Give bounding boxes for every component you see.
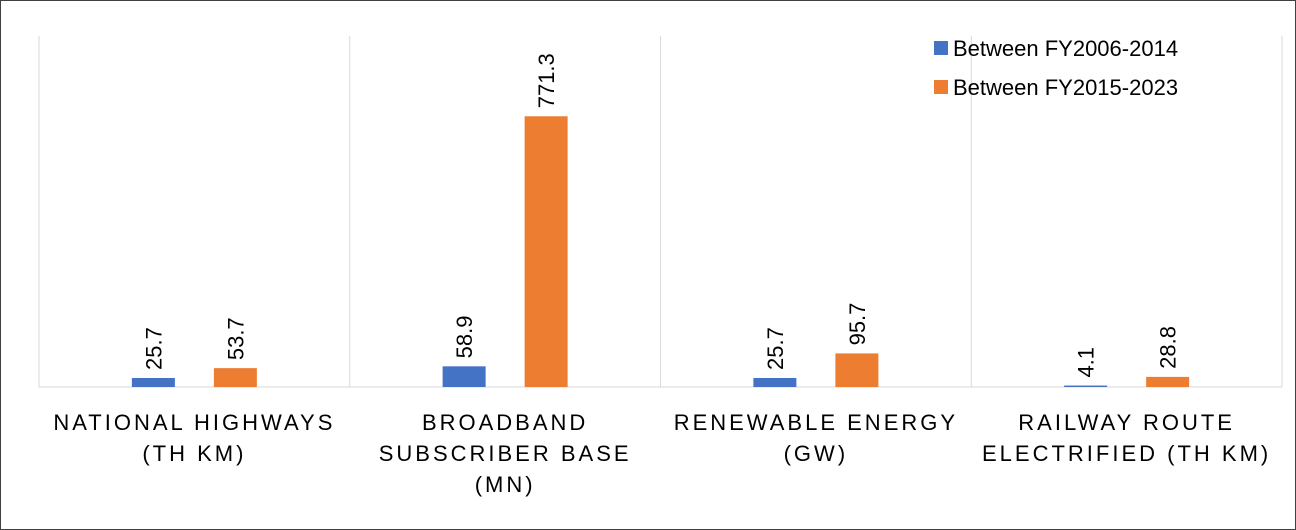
data-label: 4.1 xyxy=(1074,347,1099,378)
bar xyxy=(1146,376,1190,387)
bar xyxy=(753,377,797,387)
x-tick-label: RENEWABLE ENERGY (GW) xyxy=(673,410,959,466)
data-label: 53.7 xyxy=(223,317,248,360)
data-label: 771.3 xyxy=(534,53,559,108)
bar xyxy=(131,377,175,387)
bar xyxy=(524,116,568,388)
bar xyxy=(835,353,879,387)
legend-label: Between FY2015-2023 xyxy=(953,75,1178,100)
bar xyxy=(1064,385,1108,387)
x-tick-label: BROADBAND SUBSCRIBER BASE (MN) xyxy=(378,410,632,497)
x-tick-label: NATIONAL HIGHWAYS (TH KM) xyxy=(53,410,336,466)
bar xyxy=(213,368,257,387)
data-label: 58.9 xyxy=(452,315,477,358)
legend-swatch xyxy=(934,80,948,94)
data-label: 95.7 xyxy=(845,303,870,346)
legend-swatch xyxy=(934,41,948,55)
bar xyxy=(442,366,486,387)
data-label: 28.8 xyxy=(1156,326,1181,369)
data-label: 25.7 xyxy=(141,327,166,370)
legend-label: Between FY2006-2014 xyxy=(953,36,1178,61)
data-label: 25.7 xyxy=(763,327,788,370)
x-tick-label: RAILWAY ROUTE ELECTRIFIED (TH KM) xyxy=(982,410,1272,466)
